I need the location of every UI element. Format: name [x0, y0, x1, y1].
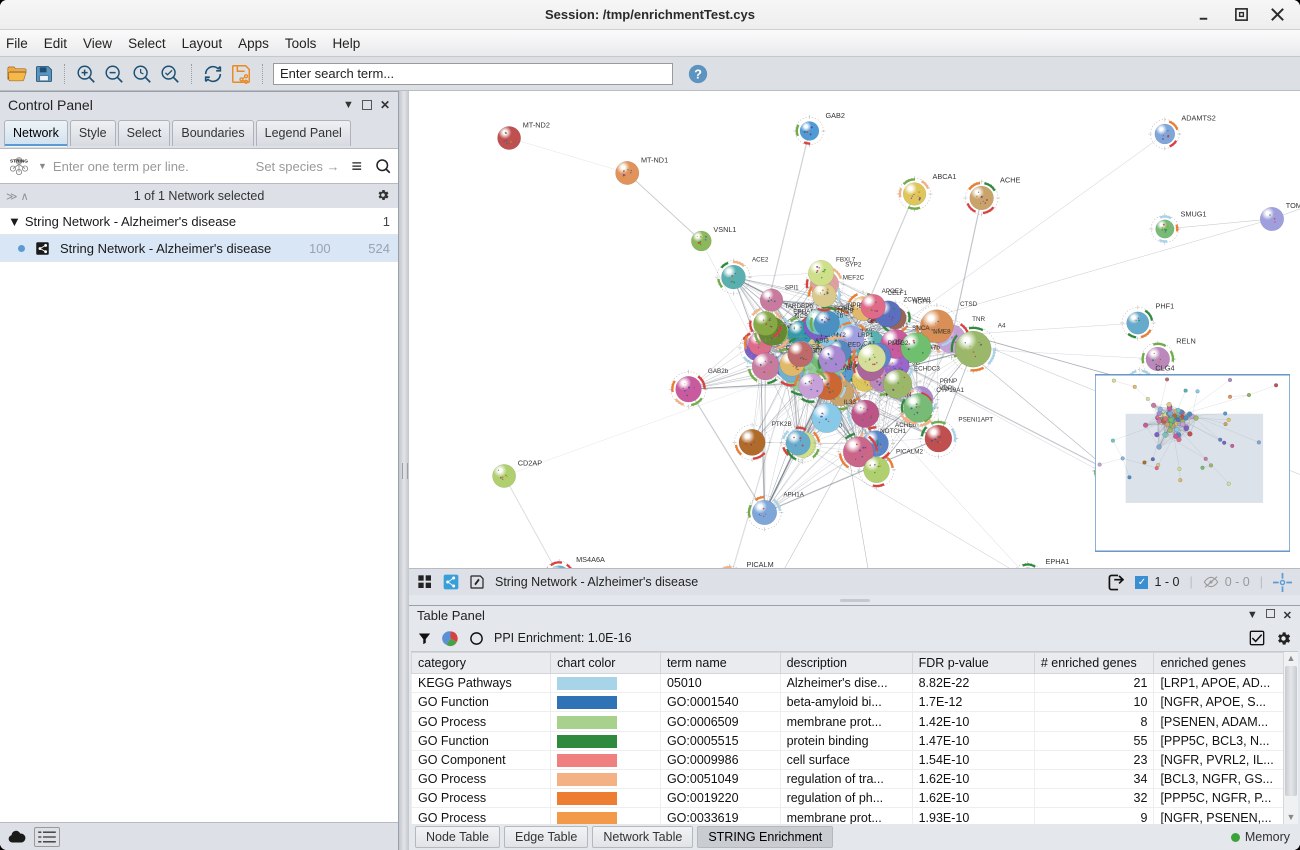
svg-text:NME8: NME8: [933, 329, 951, 336]
svg-text:MT-ND2: MT-ND2: [523, 120, 550, 129]
svg-text:SPI1: SPI1: [785, 285, 799, 292]
svg-text:STRING: STRING: [10, 159, 28, 165]
svg-text:PHF1: PHF1: [1156, 301, 1175, 310]
svg-text:GAB2b: GAB2b: [708, 368, 729, 375]
svg-text:GAB2: GAB2: [825, 111, 844, 120]
svg-text:PSENI1APT: PSENI1APT: [958, 417, 993, 424]
svg-text:EPHA1: EPHA1: [1046, 557, 1070, 566]
svg-text:MT-ND1: MT-ND1: [641, 155, 668, 164]
svg-text:CD2AP: CD2AP: [518, 458, 542, 467]
svg-text:ABI3: ABI3: [815, 337, 829, 344]
svg-text:A4: A4: [998, 323, 1006, 330]
svg-text:TOM840: TOM840: [1286, 201, 1300, 210]
svg-text:PTK2B: PTK2B: [772, 421, 792, 428]
svg-text:VSNL1: VSNL1: [713, 225, 736, 234]
svg-text:RELN: RELN: [1176, 337, 1195, 346]
svg-text:ABCA1: ABCA1: [932, 172, 956, 181]
svg-text:SNCA: SNCA: [912, 325, 930, 332]
svg-text:SMUG1: SMUG1: [1181, 209, 1207, 218]
svg-text:PRNP: PRNP: [940, 378, 958, 385]
svg-text:CELF1: CELF1: [888, 290, 908, 297]
svg-text:TARDBPb: TARDBPb: [784, 303, 813, 310]
svg-text:APH1A: APH1A: [783, 492, 804, 499]
svg-text:PICALM: PICALM: [746, 560, 773, 568]
svg-text:MEF2C: MEF2C: [843, 275, 865, 282]
svg-text:PLCG2: PLCG2: [888, 340, 909, 347]
svg-text:NOTCH1: NOTCH1: [880, 428, 906, 435]
svg-text:TNR: TNR: [972, 316, 985, 323]
svg-text:ACHE: ACHE: [1000, 176, 1020, 185]
svg-text:ECHDC3: ECHDC3: [914, 366, 940, 373]
svg-text:?: ?: [694, 66, 702, 81]
svg-text:ACE2: ACE2: [752, 257, 769, 264]
svg-text:PICALM2: PICALM2: [896, 449, 923, 456]
svg-text:VDPL: VDPL: [939, 385, 956, 392]
svg-text:FBXL7: FBXL7: [836, 256, 856, 263]
svg-text:MS4A6A: MS4A6A: [576, 555, 605, 564]
svg-text:ADAMTS2: ADAMTS2: [1181, 114, 1215, 123]
svg-text:EED: EED: [848, 342, 861, 349]
svg-text:CTSD: CTSD: [960, 301, 978, 308]
svg-text:LRP1: LRP1: [858, 332, 874, 339]
svg-text:IL33: IL33: [844, 399, 857, 406]
svg-text:ZCWPW1: ZCWPW1: [903, 297, 931, 304]
